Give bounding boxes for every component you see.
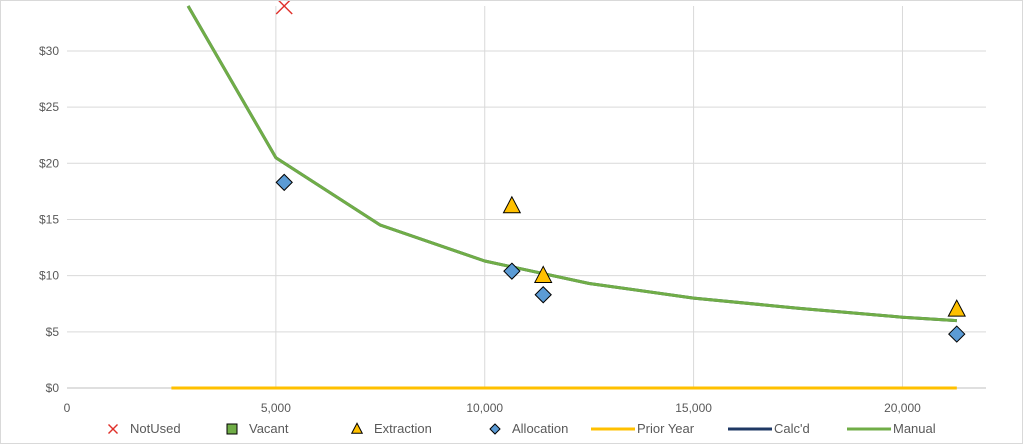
legend-label-manual: Manual: [893, 421, 936, 436]
legend-label-notused: NotUsed: [130, 421, 181, 436]
legend-label-vacant: Vacant: [249, 421, 289, 436]
data-point-allocation: [503, 262, 521, 280]
legend-swatch-extraction: [350, 422, 364, 434]
series-lines: [171, 5, 957, 390]
y-tick-label: $30: [39, 44, 59, 58]
x-tick-label: 10,000: [466, 401, 503, 415]
y-tick-label: $5: [46, 325, 60, 339]
data-point-allocation: [948, 325, 966, 343]
data-point-extraction: [947, 299, 966, 317]
legend-item-prior-year: Prior Year: [591, 421, 695, 436]
legend-item-calc-d: Calc'd: [728, 421, 810, 436]
legend-swatch-vacant: [226, 423, 238, 435]
legend-swatch-notused: [108, 424, 118, 434]
y-tick-label: $20: [39, 156, 59, 170]
x-tick-label: 0: [64, 401, 71, 415]
series-line-manual: [186, 5, 957, 323]
data-point-allocation: [534, 286, 552, 304]
y-tick-label: $15: [39, 212, 59, 226]
legend: NotUsed Vacant Extraction Allocation Prior Y…: [108, 421, 936, 436]
legend-swatch-allocation: [489, 423, 501, 435]
data-point-allocation: [275, 173, 293, 192]
legend-item-notused: NotUsed: [108, 421, 181, 436]
x-tick-label: 20,000: [884, 401, 921, 415]
legend-item-allocation: Allocation: [489, 421, 568, 436]
data-point-extraction: [502, 195, 522, 214]
series-markers: [275, 0, 966, 343]
x-tick-label: 15,000: [675, 401, 712, 415]
legend-label-calc-d: Calc'd: [774, 421, 810, 436]
gridlines: [67, 6, 986, 388]
legend-label-extraction: Extraction: [374, 421, 432, 436]
axes: $0 $5 $10 $15 $20 $25 $30 0 5,000 10,000 15,000 20,…: [39, 44, 986, 415]
legend-label-prior-year: Prior Year: [637, 421, 695, 436]
y-tick-label: $25: [39, 100, 59, 114]
data-point-notused: [275, 0, 293, 15]
data-point-extraction: [533, 265, 553, 283]
legend-item-vacant: Vacant: [226, 421, 289, 436]
legend-item-manual: Manual: [847, 421, 936, 436]
legend-label-allocation: Allocation: [512, 421, 568, 436]
y-tick-label: $0: [46, 381, 60, 395]
y-tick-label: $10: [39, 269, 59, 283]
x-tick-label: 5,000: [261, 401, 291, 415]
legend-item-extraction: Extraction: [350, 421, 432, 436]
